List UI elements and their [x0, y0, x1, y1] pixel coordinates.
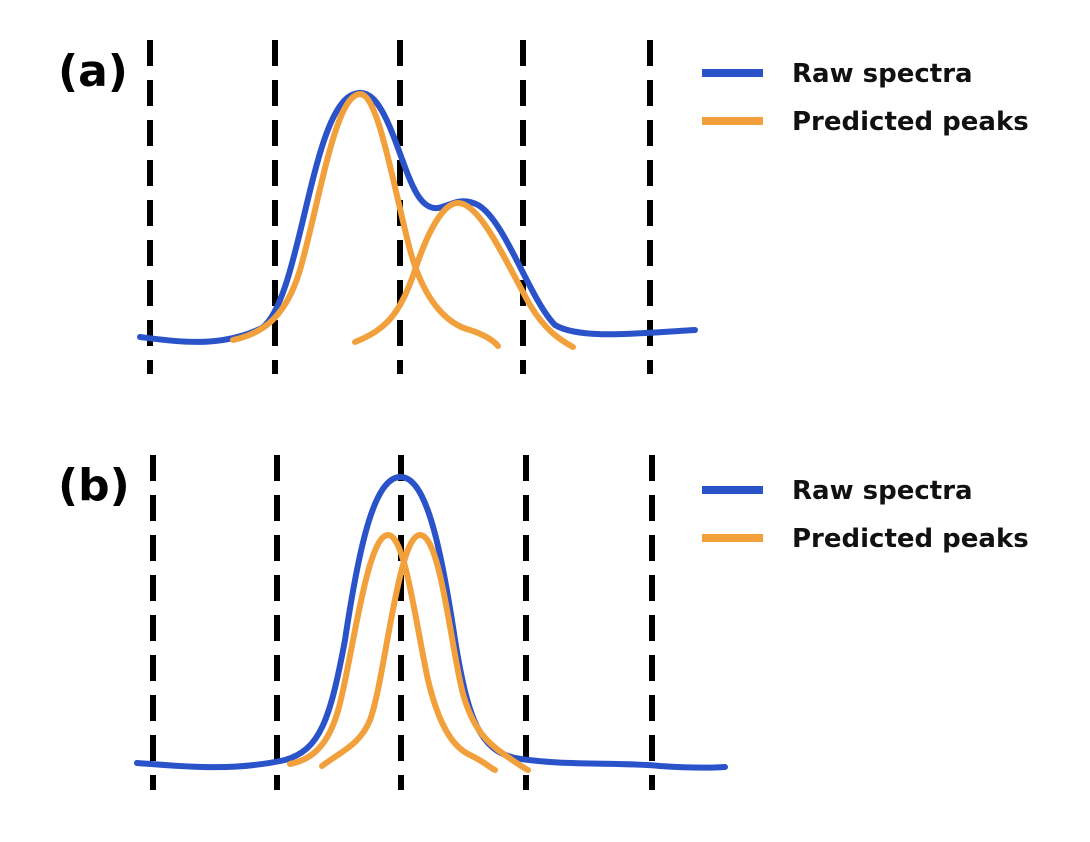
panel-a-legend: Raw spectra Predicted peaks: [702, 59, 1029, 137]
predicted-peak-curve: [287, 532, 498, 773]
predicted-peak-curve: [230, 91, 501, 349]
predicted-peak-curve: [352, 200, 576, 350]
panel-a-label: (a): [58, 46, 128, 97]
predicted-peak-curve: [319, 532, 531, 773]
panel-b-label: (b): [58, 460, 130, 511]
panel-a: (a) Raw spectra Predicted peaks: [58, 40, 1029, 374]
legend-label-raw: Raw spectra: [792, 59, 973, 89]
legend-label-predicted: Predicted peaks: [792, 524, 1029, 554]
raw-spectra-curve: [134, 473, 728, 771]
panel-b: (b) Raw spectra Predicted peaks: [58, 455, 1029, 790]
panel-b-legend: Raw spectra Predicted peaks: [702, 476, 1029, 554]
legend-label-predicted: Predicted peaks: [792, 107, 1029, 137]
raw-spectra-curve: [137, 89, 698, 345]
legend-label-raw: Raw spectra: [792, 476, 973, 506]
panel-b-dividers: [150, 455, 655, 790]
